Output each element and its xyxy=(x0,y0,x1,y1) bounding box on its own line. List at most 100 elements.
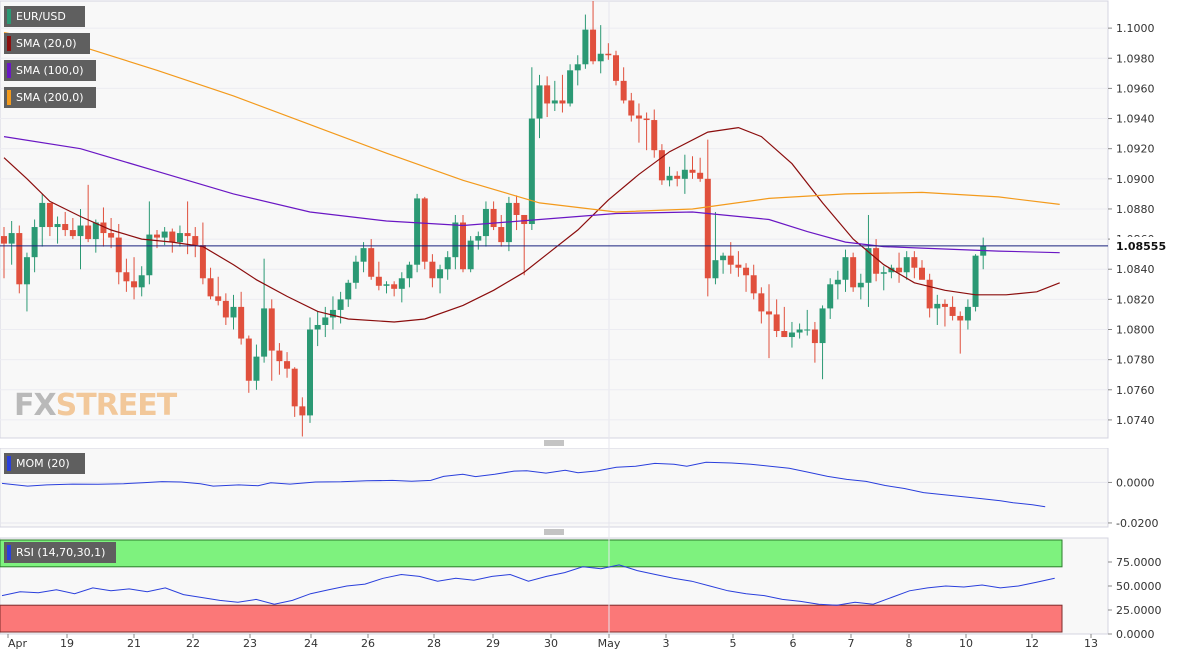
candle-body-9 xyxy=(69,230,76,237)
candle-body-54 xyxy=(414,198,421,265)
candle-body-78 xyxy=(597,53,604,62)
candle-body-87 xyxy=(666,175,673,181)
x-tick-label-17: 12 xyxy=(1025,637,1039,650)
candle-body-38 xyxy=(291,368,298,407)
candle-body-112 xyxy=(857,282,864,288)
candle-body-110 xyxy=(842,257,849,280)
logo-text-street: STREET xyxy=(55,388,178,423)
candle-body-59 xyxy=(452,222,459,258)
candle-body-68 xyxy=(521,214,528,225)
fxstreet-logo: FXSTREET xyxy=(14,388,178,423)
legend-sma-100[interactable]: SMA (100,0) xyxy=(4,60,96,81)
candle-body-63 xyxy=(482,208,489,237)
x-tick-label-6: 26 xyxy=(361,637,375,650)
rsi-oversold-zone xyxy=(0,604,1063,633)
candle-body-23 xyxy=(176,233,183,243)
rsi-overbought-zone xyxy=(0,539,1063,568)
mom-line xyxy=(1,461,1046,508)
candle-body-33 xyxy=(253,356,260,381)
candle-body-100 xyxy=(766,311,772,315)
candle-body-108 xyxy=(827,284,834,309)
candle-body-51 xyxy=(391,284,398,289)
candle-body-97 xyxy=(743,267,750,276)
candle-body-70 xyxy=(536,85,543,119)
candle-body-39 xyxy=(299,406,306,416)
sma-20-swatch xyxy=(7,36,11,51)
candle-body-77 xyxy=(590,29,597,62)
candle-body-82 xyxy=(628,100,635,116)
candle-body-105 xyxy=(804,329,811,331)
candle-body-12 xyxy=(92,222,99,240)
candle-body-104 xyxy=(796,329,803,333)
candle-body-93 xyxy=(712,260,719,279)
legend-mom[interactable]: MOM (20) xyxy=(4,453,85,474)
candle-body-96 xyxy=(735,264,742,268)
x-tick-label-15: 8 xyxy=(906,637,913,650)
candle-body-55 xyxy=(421,198,428,262)
candle-body-92 xyxy=(704,178,711,279)
candle-body-3 xyxy=(23,257,30,285)
candle-body-69 xyxy=(528,118,535,225)
legend-sma-20[interactable]: SMA (20,0) xyxy=(4,33,90,54)
candle-body-16 xyxy=(123,272,130,282)
candle-body-0 xyxy=(1,236,7,244)
rsi-swatch xyxy=(7,545,11,560)
candle-body-37 xyxy=(284,361,291,369)
candle-body-14 xyxy=(108,233,115,238)
x-tick-label-3: 22 xyxy=(186,637,200,650)
candle-body-29 xyxy=(222,300,229,318)
sma-200-line xyxy=(3,32,1060,213)
candle-body-90 xyxy=(689,169,696,173)
candle-body-76 xyxy=(582,29,589,65)
legend-rsi[interactable]: RSI (14,70,30,1) xyxy=(4,542,116,563)
candle-body-84 xyxy=(643,118,650,121)
legend-sma-200[interactable]: SMA (200,0) xyxy=(4,87,96,108)
candle-body-41 xyxy=(314,324,321,330)
mom-swatch xyxy=(7,456,11,471)
x-tick-label-2: 21 xyxy=(127,637,141,650)
x-tick-label-7: 28 xyxy=(427,637,441,650)
legend-sma-200-label: SMA (200,0) xyxy=(16,91,84,104)
candle-body-8 xyxy=(62,224,69,231)
x-tick-label-9: 30 xyxy=(544,637,558,650)
candle-body-21 xyxy=(161,231,168,238)
candle-body-121 xyxy=(926,279,933,309)
legend-rsi-label: RSI (14,70,30,1) xyxy=(16,546,106,559)
candle-body-4 xyxy=(31,227,38,258)
panel-separator-1 xyxy=(0,528,1180,537)
candle-body-127 xyxy=(972,255,979,307)
candle-body-126 xyxy=(964,306,971,321)
mom-panel xyxy=(0,447,1109,528)
current-price-label: 1.08555 xyxy=(1116,240,1166,253)
candles xyxy=(1,1,987,437)
candle-body-42 xyxy=(322,317,329,325)
candle-body-113 xyxy=(865,248,872,283)
candle-body-57 xyxy=(437,269,444,279)
x-tick-label-18: 13 xyxy=(1084,637,1098,650)
candle-body-80 xyxy=(613,55,619,81)
y-tick-label-3: 1.0800 xyxy=(1116,324,1155,337)
legend-sma-20-label: SMA (20,0) xyxy=(16,37,77,50)
candle-body-73 xyxy=(559,100,566,104)
candle-body-49 xyxy=(375,276,382,286)
x-tick-label-4: 23 xyxy=(243,637,257,650)
candle-body-31 xyxy=(238,306,245,339)
legend-mom-label: MOM (20) xyxy=(16,457,70,470)
candle-body-47 xyxy=(360,248,367,262)
candle-body-53 xyxy=(406,264,413,279)
logo-text-fx: FX xyxy=(14,388,57,423)
rsi-line xyxy=(1,564,1055,606)
candle-body-83 xyxy=(635,115,642,119)
candle-body-124 xyxy=(949,306,956,316)
candle-body-32 xyxy=(245,338,252,381)
y-tick-label-13: 1.1000 xyxy=(1116,22,1155,35)
symbol-label[interactable]: EUR/USD xyxy=(4,6,85,27)
candle-body-11 xyxy=(85,225,92,240)
rsi-tick-label-0: 75.0000 xyxy=(1116,556,1162,569)
candle-body-40 xyxy=(307,329,313,416)
y-tick-label-9: 1.0920 xyxy=(1116,143,1155,156)
candle-body-85 xyxy=(651,120,658,151)
candle-body-91 xyxy=(697,172,704,179)
candle-body-34 xyxy=(261,308,268,357)
